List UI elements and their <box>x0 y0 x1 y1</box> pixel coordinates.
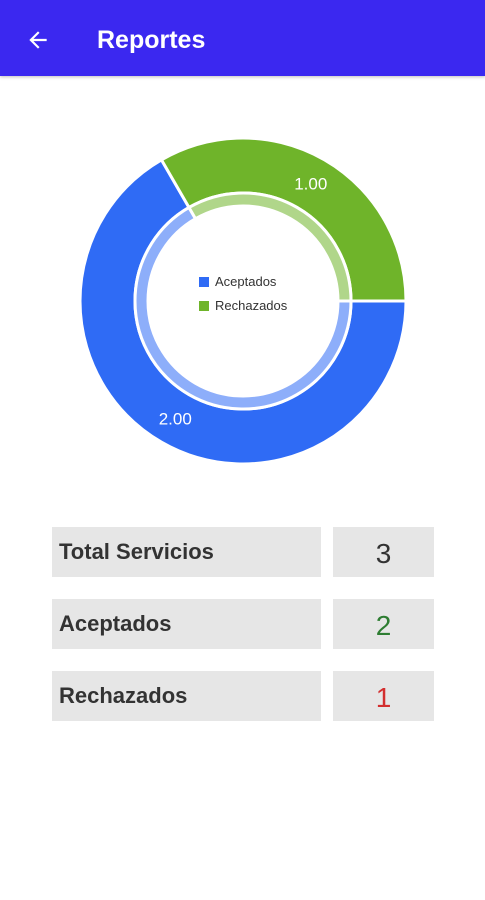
legend-swatch-aceptados <box>199 277 209 287</box>
donut-value-label-aceptados: 2.00 <box>159 409 192 428</box>
stat-value-cell: 3 <box>333 527 434 577</box>
donut-chart-svg: 2.00 1.00 Aceptados Rechazados <box>78 136 408 466</box>
legend-swatch-rechazados <box>199 301 209 311</box>
back-button[interactable] <box>20 22 56 58</box>
stat-value-total: 3 <box>375 538 392 569</box>
donut-value-label-rechazados: 1.00 <box>294 175 327 194</box>
legend-label-aceptados: Aceptados <box>215 274 277 289</box>
stat-row-total: Total Servicios 3 <box>52 527 434 579</box>
stats-table: Total Servicios 3 Aceptados 2 Rechazados… <box>52 527 434 743</box>
donut-inner-ring-rechazados <box>186 191 353 303</box>
app-bar: Reportes <box>0 0 485 76</box>
stat-label-cell: Total Servicios <box>52 527 321 577</box>
stat-label-cell: Rechazados <box>52 671 321 721</box>
page-title: Reportes <box>97 26 206 54</box>
donut-slice-rechazados <box>159 136 408 303</box>
donut-chart: 2.00 1.00 Aceptados Rechazados <box>0 76 485 496</box>
arrow-left-icon <box>29 31 47 49</box>
stat-value-cell: 1 <box>333 671 434 721</box>
stat-row-accepted: Aceptados 2 <box>52 599 434 651</box>
stat-label-total: Total Servicios <box>59 539 214 564</box>
stat-label-rejected: Rechazados <box>59 683 188 708</box>
stat-row-rejected: Rechazados 1 <box>52 671 434 723</box>
stat-value-accepted: 2 <box>375 610 392 641</box>
legend-label-rechazados: Rechazados <box>215 298 288 313</box>
stat-label-cell: Aceptados <box>52 599 321 649</box>
stat-value-cell: 2 <box>333 599 434 649</box>
stat-value-rejected: 1 <box>375 682 392 713</box>
stat-label-accepted: Aceptados <box>59 611 172 636</box>
